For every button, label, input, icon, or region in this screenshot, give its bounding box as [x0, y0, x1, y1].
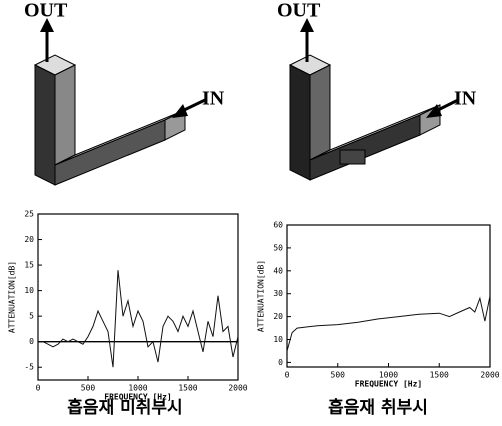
x-tick-label: 2000 — [480, 371, 499, 380]
y-tick-label: 50 — [273, 243, 283, 252]
y-tick-label: 10 — [273, 335, 283, 344]
duct-illustration — [35, 18, 205, 185]
x-tick-label: 0 — [285, 371, 290, 380]
in-label: IN — [454, 88, 477, 110]
data-line — [38, 270, 238, 367]
y-tick-label: 5 — [29, 312, 34, 321]
caption: 흡음재 미취부시 — [67, 397, 182, 418]
caption: 흡음재 취부시 — [328, 397, 428, 418]
x-axis-label: FREQUENCY [Hz] — [355, 380, 422, 389]
x-tick-label: 1500 — [178, 384, 197, 393]
x-tick-label: 1000 — [128, 384, 147, 393]
duct-illustration — [290, 18, 458, 180]
x-tick-label: 2000 — [228, 384, 247, 393]
y-tick-label: 0 — [29, 337, 34, 346]
x-tick-label: 500 — [81, 384, 96, 393]
y-tick-label: 25 — [24, 210, 34, 219]
x-tick-label: 500 — [331, 371, 346, 380]
out-label: OUT — [24, 0, 68, 22]
in-label: IN — [202, 88, 225, 110]
y-tick-label: 20 — [273, 312, 283, 321]
data-line — [287, 296, 490, 351]
x-tick-label: 1500 — [430, 371, 449, 380]
y-tick-label: -5 — [24, 363, 34, 372]
x-tick-label: 1000 — [379, 371, 398, 380]
x-tick-label: 0 — [36, 384, 41, 393]
figure: OUT IN OUT IN -5051015202505001000150020… — [0, 0, 502, 426]
y-tick-label: 15 — [24, 261, 34, 270]
y-tick-label: 30 — [273, 289, 283, 298]
plot-frame — [287, 225, 490, 367]
y-tick-label: 0 — [278, 358, 283, 367]
y-axis-label: ATTENUATION[dB] — [8, 261, 17, 333]
y-axis-label: ATTENUATION[dB] — [257, 260, 266, 332]
y-tick-label: 40 — [273, 266, 283, 275]
y-tick-label: 10 — [24, 286, 34, 295]
plot-frame — [38, 214, 238, 380]
y-tick-label: 20 — [24, 235, 34, 244]
y-tick-label: 60 — [273, 221, 283, 230]
out-label: OUT — [277, 0, 321, 22]
